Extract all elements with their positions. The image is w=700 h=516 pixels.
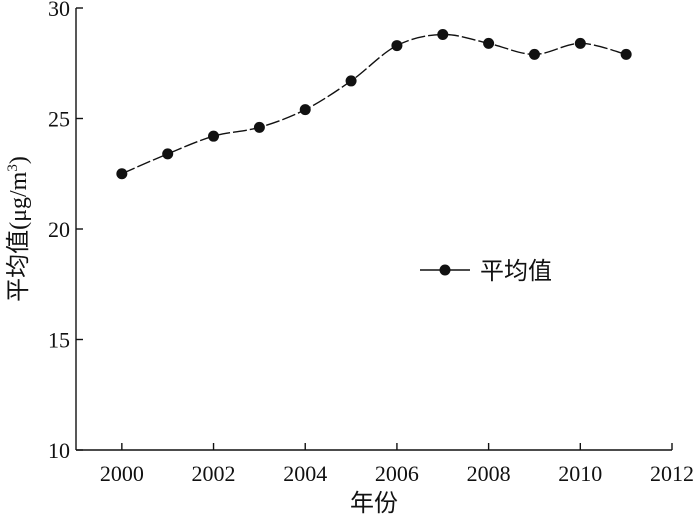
data-point (437, 29, 449, 41)
x-ticks: 2000 2002 2004 2006 2008 2010 2012 (100, 443, 694, 486)
x-tick-label: 2006 (375, 461, 419, 486)
y-tick-label: 15 (48, 328, 70, 353)
data-point (345, 75, 357, 87)
legend: 平均值 (420, 258, 552, 285)
y-tick-label: 30 (48, 0, 70, 21)
x-axis-title: 年份 (350, 490, 398, 516)
y-ticks: 10 15 20 25 30 (48, 0, 83, 463)
x-tick-label: 2000 (100, 461, 144, 486)
data-point (116, 168, 128, 180)
y-tick-label: 25 (48, 107, 70, 132)
legend-marker (439, 264, 451, 276)
legend-label: 平均值 (480, 258, 552, 285)
x-tick-label: 2002 (192, 461, 236, 486)
series-layer (116, 29, 632, 180)
data-point (253, 121, 265, 133)
x-tick-label: 2010 (558, 461, 602, 486)
y-tick-label: 20 (48, 217, 70, 242)
y-axis-title: 平均值(μg/m3) (5, 156, 32, 302)
data-point (208, 130, 220, 142)
data-point (574, 37, 586, 49)
chart-axes (75, 8, 672, 451)
data-point (162, 148, 174, 160)
data-point (391, 40, 403, 52)
x-tick-label: 2012 (650, 461, 694, 486)
y-tick-label: 10 (48, 438, 70, 463)
data-point (528, 48, 540, 60)
data-point (483, 37, 495, 49)
y-axis-title-superscript: 3 (5, 164, 21, 172)
y-axis-title-close: ) (6, 156, 32, 164)
data-point (299, 104, 311, 116)
data-point (620, 48, 632, 60)
x-tick-label: 2004 (283, 461, 327, 486)
series-line-0 (121, 33, 627, 175)
y-axis-title-main: 平均值(μg/m (5, 171, 32, 302)
x-tick-label: 2008 (467, 461, 511, 486)
